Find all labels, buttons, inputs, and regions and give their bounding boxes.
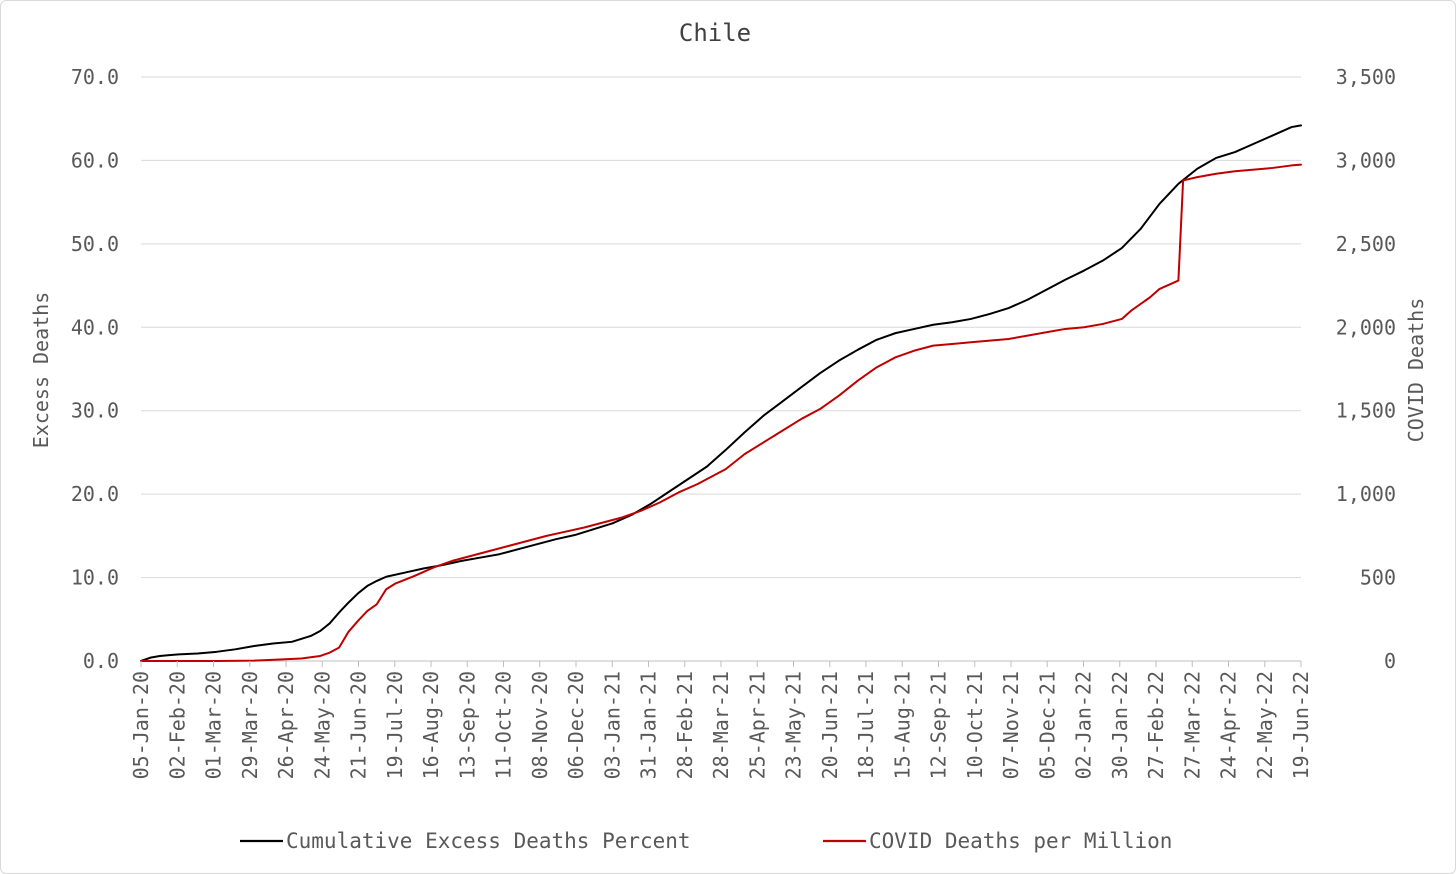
x-tick-label: 07-Nov-21: [999, 671, 1023, 779]
right-axis-ticks: 0 500 1,000 1,500 2,000 2,500 3,000 3,500: [1336, 65, 1396, 673]
left-tick-label: 70.0: [71, 65, 119, 89]
x-tick-label: 24-Apr-22: [1217, 671, 1241, 779]
x-tick-label: 21-Jun-20: [347, 671, 371, 779]
x-tick-label: 02-Feb-20: [165, 671, 189, 779]
x-tick-label: 31-Jan-21: [637, 671, 661, 779]
left-tick-label: 0.0: [83, 649, 119, 673]
x-tick-label: 27-Feb-22: [1144, 671, 1168, 779]
series-line-covid-deaths: [140, 163, 1302, 662]
x-tick-label: 13-Sep-20: [455, 671, 479, 779]
x-tick-label: 23-May-21: [782, 671, 806, 779]
left-tick-label: 20.0: [71, 482, 119, 506]
x-tick-label: 05-Jan-20: [129, 671, 153, 779]
right-tick-label: 1,500: [1336, 399, 1396, 423]
right-tick-label: 0: [1384, 649, 1396, 673]
left-axis-title: Excess Deaths: [29, 292, 53, 449]
left-tick-label: 60.0: [71, 148, 119, 172]
x-tick-label: 28-Feb-21: [673, 671, 697, 779]
series-lines: [140, 124, 1302, 662]
left-tick-label: 10.0: [71, 566, 119, 590]
series-line-excess-deaths: [140, 124, 1302, 662]
x-tick-label: 15-Aug-21: [890, 671, 914, 779]
right-tick-label: 2,000: [1336, 315, 1396, 339]
x-tick-label: 28-Mar-21: [709, 671, 733, 779]
x-tick-label: 02-Jan-22: [1072, 671, 1096, 779]
x-tick-label: 18-Jul-21: [854, 671, 878, 779]
x-tick-label: 27-Mar-22: [1180, 671, 1204, 779]
left-tick-label: 40.0: [71, 315, 119, 339]
right-axis-title: COVID Deaths: [1404, 298, 1428, 443]
x-tick-label: 03-Jan-21: [600, 671, 624, 779]
legend: Cumulative Excess Deaths Percent COVID D…: [240, 829, 1172, 853]
x-tick-label: 12-Sep-21: [927, 671, 951, 779]
x-tick-label: 16-Aug-20: [419, 671, 443, 779]
x-tick-label: 11-Oct-20: [492, 671, 516, 779]
x-tick-label: 24-May-20: [310, 671, 334, 779]
chart-title: Chile: [679, 19, 751, 47]
x-tick-label: 29-Mar-20: [238, 671, 262, 779]
left-tick-label: 50.0: [71, 232, 119, 256]
x-tick-label: 30-Jan-22: [1108, 671, 1132, 779]
gridlines: [141, 76, 1301, 662]
right-tick-label: 500: [1360, 566, 1396, 590]
x-tick-label: 19-Jun-22: [1289, 671, 1313, 779]
right-tick-label: 1,000: [1336, 482, 1396, 506]
x-tick-label: 19-Jul-20: [383, 671, 407, 779]
x-tick-label: 06-Dec-20: [564, 671, 588, 779]
legend-label-covid: COVID Deaths per Million: [869, 829, 1172, 853]
right-tick-label: 3,000: [1336, 148, 1396, 172]
right-tick-label: 2,500: [1336, 232, 1396, 256]
x-tick-label: 22-May-22: [1253, 671, 1277, 779]
x-axis-ticks: 05-Jan-20 02-Feb-20 01-Mar-20 29-Mar-20 26-A…: [129, 661, 1313, 779]
x-tick-label: 08-Nov-20: [528, 671, 552, 779]
x-tick-label: 25-Apr-21: [745, 671, 769, 779]
left-tick-label: 30.0: [71, 399, 119, 423]
x-tick-label: 05-Dec-21: [1035, 671, 1059, 779]
x-tick-label: 26-Apr-20: [274, 671, 298, 779]
x-tick-label: 20-Jun-21: [818, 671, 842, 779]
legend-label-excess: Cumulative Excess Deaths Percent: [286, 829, 691, 853]
left-axis-ticks: 0.0 10.0 20.0 30.0 40.0 50.0 60.0 70.0: [71, 65, 119, 673]
x-tick-label: 10-Oct-21: [963, 671, 987, 779]
x-tick-label: 01-Mar-20: [202, 671, 226, 779]
right-tick-label: 3,500: [1336, 65, 1396, 89]
